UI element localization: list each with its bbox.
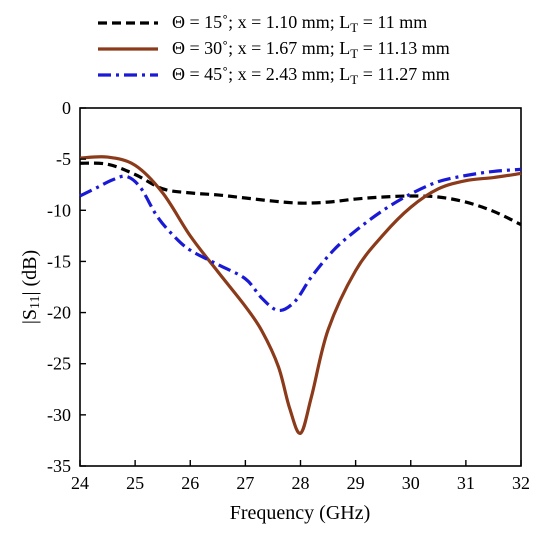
y-tick-label: -10 [47, 200, 71, 220]
x-tick-label: 27 [236, 473, 254, 493]
legend-text-tail: = 11.27 mm [358, 64, 450, 84]
x-tick-label: 31 [457, 473, 475, 493]
legend-text-subscript: T [350, 72, 358, 87]
y-tick-label: -35 [47, 456, 71, 476]
legend-text-subscript: T [350, 20, 358, 35]
legend-entry-3: Θ = 45˚; x = 2.43 mm; LT = 11.27 mm [172, 64, 450, 87]
x-tick-label: 24 [71, 473, 89, 493]
y-axis-label-part-3: | (dB) [19, 250, 41, 296]
series-line-2 [79, 155, 522, 435]
legend-entry-1: Θ = 15˚; x = 1.10 mm; LT = 11 mm [172, 12, 427, 35]
y-tick-label: 0 [62, 98, 71, 118]
series-group [79, 155, 522, 435]
legend-text-tail: = 11 mm [358, 12, 427, 32]
plot-frame [79, 107, 522, 467]
y-tick-label: -15 [47, 251, 71, 271]
plot-area: 24 25 26 27 28 29 30 31 32 0 -5 -10 -15 -20 -25 -30 -35 [47, 98, 530, 493]
legend-text-tail: = 11.13 mm [358, 38, 450, 58]
x-tick-label: 25 [126, 473, 144, 493]
y-tick-label: -30 [47, 405, 71, 425]
legend-text-main: Θ = 15˚; x = 1.10 mm; L [172, 12, 350, 32]
x-tick-label: 30 [402, 473, 420, 493]
y-axis-label-part-1: |S [19, 309, 41, 324]
y-axis-ticks: 0 -5 -10 -15 -20 -25 -30 -35 [47, 98, 86, 476]
x-tick-label: 29 [347, 473, 365, 493]
legend-text-main: Θ = 45˚; x = 2.43 mm; L [172, 64, 350, 84]
x-tick-label: 28 [292, 473, 310, 493]
x-axis-label: Frequency (GHz) [230, 502, 371, 524]
legend-text-main: Θ = 30˚; x = 1.67 mm; L [172, 38, 350, 58]
y-tick-label: -20 [47, 303, 71, 323]
y-axis-label-subscript: 11 [28, 296, 43, 309]
series-line-1 [79, 161, 522, 227]
x-axis-ticks: 24 25 26 27 28 29 30 31 32 [71, 460, 530, 493]
legend: Θ = 15˚; x = 1.10 mm; LT = 11 mmΘ = 30˚;… [98, 12, 450, 87]
y-tick-label: -5 [56, 149, 71, 169]
y-axis-label: |S11| (dB) [19, 250, 43, 324]
x-tick-label: 32 [512, 473, 530, 493]
y-tick-label: -25 [47, 354, 71, 374]
legend-entry-2: Θ = 30˚; x = 1.67 mm; LT = 11.13 mm [172, 38, 450, 61]
x-tick-label: 26 [181, 473, 199, 493]
series-line-3 [79, 167, 522, 313]
legend-text-subscript: T [350, 46, 358, 61]
